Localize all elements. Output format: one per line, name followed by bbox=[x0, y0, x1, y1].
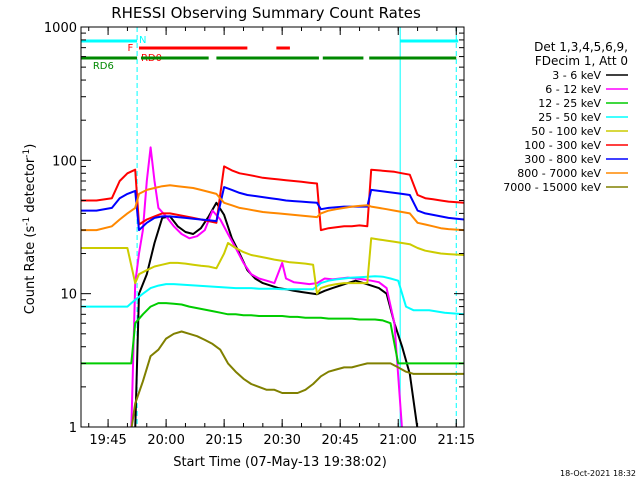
flag-label: RD6 bbox=[93, 61, 114, 72]
legend-header-1: Det 1,3,4,5,6,9, bbox=[534, 40, 628, 54]
y-tick-label: 100 bbox=[52, 154, 77, 169]
x-axis-label: Start Time (07-May-13 19:38:02) bbox=[173, 455, 387, 470]
series-line bbox=[81, 165, 464, 232]
series-line bbox=[81, 237, 464, 295]
x-tick-label: 20:45 bbox=[321, 433, 358, 448]
x-tick-label: 19:45 bbox=[89, 433, 126, 448]
legend-header-2: FDecim 1, Att 0 bbox=[535, 54, 628, 68]
legend-label: 25 - 50 keV bbox=[538, 111, 601, 124]
y-axis-label-end: ) bbox=[23, 144, 38, 149]
plot-frame bbox=[80, 26, 465, 428]
series-layer bbox=[81, 146, 464, 427]
y-axis-label-sup2: -1 bbox=[22, 149, 32, 158]
legend-label: 50 - 100 keV bbox=[531, 125, 601, 138]
flag-label: F bbox=[127, 43, 133, 54]
legend-label: 3 - 6 keV bbox=[552, 69, 601, 82]
x-tick-label: 20:15 bbox=[205, 433, 242, 448]
y-axis-label: Count Rate (s-1 detector-1) bbox=[22, 144, 38, 315]
y-tick-label: 1 bbox=[69, 421, 77, 436]
footer-date: 18-Oct-2021 18:32 bbox=[560, 469, 636, 478]
series-line bbox=[130, 330, 464, 427]
y-axis-label-mid: detector bbox=[23, 157, 38, 217]
y-axis-label-sup1: -1 bbox=[22, 217, 32, 226]
y-tick-label: 10 bbox=[60, 288, 77, 303]
legend-label: 100 - 300 keV bbox=[524, 139, 601, 152]
series-line bbox=[134, 201, 419, 427]
legend: Det 1,3,4,5,6,9, FDecim 1, Att 0 3 - 6 k… bbox=[503, 40, 628, 194]
series-line bbox=[81, 186, 464, 232]
legend-label: 12 - 25 keV bbox=[538, 97, 601, 110]
legend-label: 6 - 12 keV bbox=[545, 83, 601, 96]
series-line bbox=[81, 184, 464, 232]
flag-bars: NFRD0RD6 bbox=[81, 35, 459, 72]
legend-label: 7000 - 15000 keV bbox=[503, 181, 601, 194]
legend-label: 800 - 7000 keV bbox=[517, 167, 601, 180]
x-tick-label: 20:30 bbox=[263, 433, 300, 448]
y-axis-ticks: 1 10 100 1000 bbox=[44, 21, 464, 436]
x-tick-label: 21:00 bbox=[379, 433, 416, 448]
series-line bbox=[81, 302, 464, 365]
chart-title: RHESSI Observing Summary Count Rates bbox=[111, 4, 421, 22]
legend-label: 300 - 800 keV bbox=[524, 153, 601, 166]
series-line bbox=[130, 146, 403, 427]
series-line bbox=[81, 275, 464, 316]
y-axis-label-main: Count Rate (s bbox=[23, 226, 38, 315]
y-tick-label: 1000 bbox=[44, 21, 77, 36]
x-tick-label: 21:15 bbox=[438, 433, 475, 448]
x-tick-label: 20:00 bbox=[147, 433, 184, 448]
x-axis-ticks: 19:45 20:00 20:15 20:30 20:45 21:00 21:15 bbox=[88, 27, 475, 448]
flag-label: N bbox=[139, 35, 146, 46]
